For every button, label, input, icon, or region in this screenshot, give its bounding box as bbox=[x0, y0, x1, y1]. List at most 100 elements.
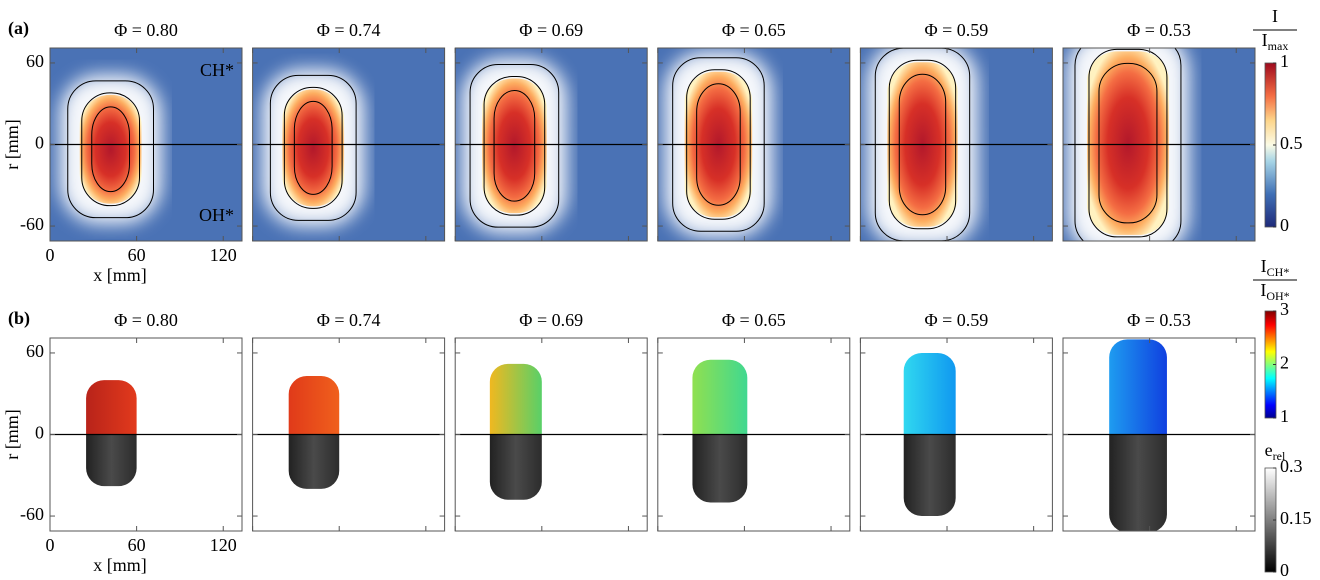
panel-image bbox=[288, 376, 340, 489]
colorbar-label-den: IOH* bbox=[1260, 280, 1289, 303]
panel-title: Φ = 0.74 bbox=[317, 20, 381, 40]
panel: Φ = 0.69 bbox=[454, 310, 648, 532]
x-tick-label: 60 bbox=[128, 245, 146, 265]
panel: Φ = 0.69 bbox=[454, 20, 648, 242]
panel-image bbox=[86, 380, 137, 487]
y-tick-label: -60 bbox=[20, 504, 44, 524]
panel: Φ = 0.65 bbox=[657, 20, 851, 242]
y-tick-label: 0 bbox=[35, 133, 44, 153]
panel-title: Φ = 0.53 bbox=[1127, 20, 1191, 40]
panel-title: Φ = 0.69 bbox=[519, 20, 583, 40]
panel-image bbox=[692, 359, 748, 503]
flame-region bbox=[1109, 339, 1167, 435]
x-tick-label: 0 bbox=[46, 535, 55, 555]
core bbox=[1086, 51, 1169, 235]
x-axis-label: x [mm] bbox=[93, 265, 147, 285]
contour bbox=[81, 92, 141, 207]
panel-title: Φ = 0.65 bbox=[722, 310, 786, 330]
colorbar-label-den-sub: OH* bbox=[1266, 289, 1289, 303]
panel-title: Φ = 0.80 bbox=[114, 310, 178, 330]
y-tick-label: -60 bbox=[20, 214, 44, 234]
contour bbox=[269, 74, 357, 221]
flame-region bbox=[692, 359, 748, 435]
contour bbox=[67, 80, 155, 219]
y-tick-label: 60 bbox=[26, 51, 44, 71]
panel-title: Φ = 0.80 bbox=[114, 20, 178, 40]
colorbar-label-den-sub: max bbox=[1268, 39, 1289, 53]
colorbar-label-num: I bbox=[1272, 6, 1278, 26]
flame-region bbox=[489, 363, 542, 435]
y-axis-label: r [mm] bbox=[2, 409, 22, 459]
flame-region bbox=[903, 352, 956, 435]
flame-region bbox=[86, 380, 137, 435]
panel-title: Φ = 0.69 bbox=[519, 310, 583, 330]
contour bbox=[293, 100, 333, 195]
contour bbox=[1098, 62, 1158, 224]
core bbox=[79, 94, 142, 204]
colorbar-tick-label: 0 bbox=[1280, 215, 1289, 235]
contour bbox=[1088, 48, 1168, 238]
colorbar-tick-label: 0.15 bbox=[1280, 508, 1312, 528]
panel: Φ = 0.59 bbox=[859, 20, 1053, 242]
flame-region bbox=[86, 434, 137, 487]
x-tick-label: 0 bbox=[46, 245, 55, 265]
contour bbox=[483, 76, 546, 216]
panel: Φ = 0.53 bbox=[1062, 310, 1256, 532]
panel: Φ = 0.74 bbox=[252, 20, 446, 242]
flame-region bbox=[903, 434, 956, 517]
flame-region bbox=[489, 434, 542, 500]
panel-title: Φ = 0.74 bbox=[317, 310, 381, 330]
colorbar-tick-label: 0.3 bbox=[1280, 456, 1303, 476]
panel: Φ = 0.65 bbox=[657, 310, 851, 532]
panel-label: (a) bbox=[8, 18, 29, 39]
colorbar-label: erel bbox=[1265, 440, 1286, 463]
x-tick-label: 120 bbox=[210, 535, 237, 555]
contour bbox=[283, 86, 343, 209]
y-tick-label: 60 bbox=[26, 341, 44, 361]
panel: Φ = 0.74 bbox=[252, 310, 446, 532]
colorbar-label-den-main: I bbox=[1262, 30, 1268, 50]
y-axis-label: r [mm] bbox=[2, 119, 22, 169]
colorbar-label-sub: rel bbox=[1273, 449, 1286, 463]
panel-image bbox=[489, 363, 542, 500]
panel-image bbox=[903, 352, 956, 517]
colorbar-label-main: e bbox=[1265, 440, 1273, 460]
x-axis-label: x [mm] bbox=[93, 555, 147, 575]
flame-region bbox=[288, 434, 340, 489]
contour bbox=[91, 106, 131, 193]
flame-region bbox=[288, 376, 340, 435]
colorbar-label-den: Imax bbox=[1262, 30, 1289, 53]
colorbar-tick-label: 2 bbox=[1280, 353, 1289, 373]
panel-title: Φ = 0.53 bbox=[1127, 310, 1191, 330]
colorbar-tick-label: 1 bbox=[1280, 406, 1289, 426]
flame-region bbox=[692, 434, 748, 503]
y-tick-label: 0 bbox=[35, 423, 44, 443]
contour bbox=[1074, 48, 1182, 241]
colorbar-label-num: ICH* bbox=[1261, 256, 1290, 279]
colorbar-label-den-main: I bbox=[1260, 280, 1266, 300]
panel-image bbox=[1109, 339, 1167, 531]
panel-title: Φ = 0.59 bbox=[924, 20, 988, 40]
panel-label: (b) bbox=[8, 308, 30, 329]
core bbox=[282, 89, 345, 207]
colorbar-label-num-main: I bbox=[1261, 256, 1267, 276]
colorbar-tick-label: 0 bbox=[1280, 560, 1289, 580]
annotation: OH* bbox=[199, 205, 234, 225]
panel: Φ = 0.53 bbox=[1062, 20, 1256, 242]
contour bbox=[493, 90, 536, 202]
panel-image bbox=[1063, 48, 1255, 241]
colorbar-tick-label: 0.5 bbox=[1280, 133, 1303, 153]
core bbox=[482, 78, 547, 214]
colorbar-tick-label: 1 bbox=[1280, 51, 1289, 71]
panel-title: Φ = 0.65 bbox=[722, 20, 786, 40]
colorbar-label-num-main: I bbox=[1272, 6, 1278, 26]
x-tick-label: 120 bbox=[210, 245, 237, 265]
flame-region bbox=[1109, 434, 1167, 531]
colorbar-label-num-sub: CH* bbox=[1267, 265, 1290, 279]
x-tick-label: 60 bbox=[128, 535, 146, 555]
contour bbox=[469, 64, 560, 228]
panel: Φ = 0.59 bbox=[859, 310, 1053, 532]
